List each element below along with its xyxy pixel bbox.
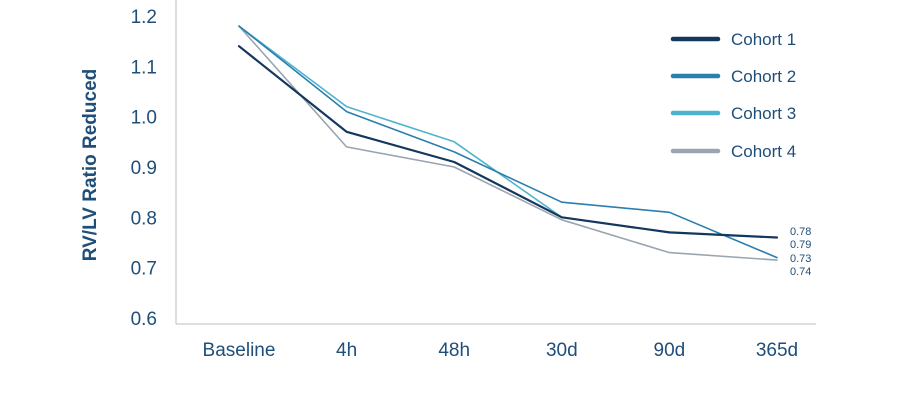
y-tick-label: 1.0 [131,108,157,129]
y-tick-label: 0.9 [131,158,157,179]
legend-label: Cohort 4 [731,142,796,161]
y-tick-label: 1.1 [131,57,157,78]
x-tick-label: 365d [756,340,798,361]
y-tick-labels: 0.6 0.7 0.8 0.9 1.0 1.1 1.2 [131,7,157,330]
x-tick-label: 30d [546,340,578,361]
legend-label: Cohort 2 [731,67,796,86]
end-labels: 0.780.79 0.730.74 [790,226,811,278]
legend-label: Cohort 1 [731,30,796,49]
series-line-cohort-2 [238,25,778,259]
legend-label: Cohort 3 [731,104,796,123]
x-tick-label: Baseline [203,340,276,361]
series-line-cohort-1 [237,45,779,239]
end-value-label: 0.74 [790,266,811,278]
x-tick-label: 4h [336,340,357,361]
y-tick-label: 0.6 [131,309,157,330]
series-line-cohort-4 [238,25,778,261]
legend: Cohort 1 Cohort 2 Cohort 3 Cohort 4 [670,30,796,161]
end-value-label: 0.78 [790,226,811,238]
series-lines [237,25,779,261]
x-tick-label: 90d [654,340,686,361]
end-value-label: 0.73 [790,253,811,265]
end-value-label: 0.79 [790,239,811,251]
axes [175,0,816,325]
y-tick-label: 0.8 [131,208,157,229]
series-line-cohort-3 [238,25,778,239]
x-tick-label: 48h [438,340,470,361]
x-tick-labels: Baseline 4h 48h 30d 90d 365d [203,340,799,361]
y-tick-label: 0.7 [131,259,157,280]
y-tick-label: 1.2 [131,7,157,28]
y-axis-label: RV/LV Ratio Reduced [80,69,101,262]
